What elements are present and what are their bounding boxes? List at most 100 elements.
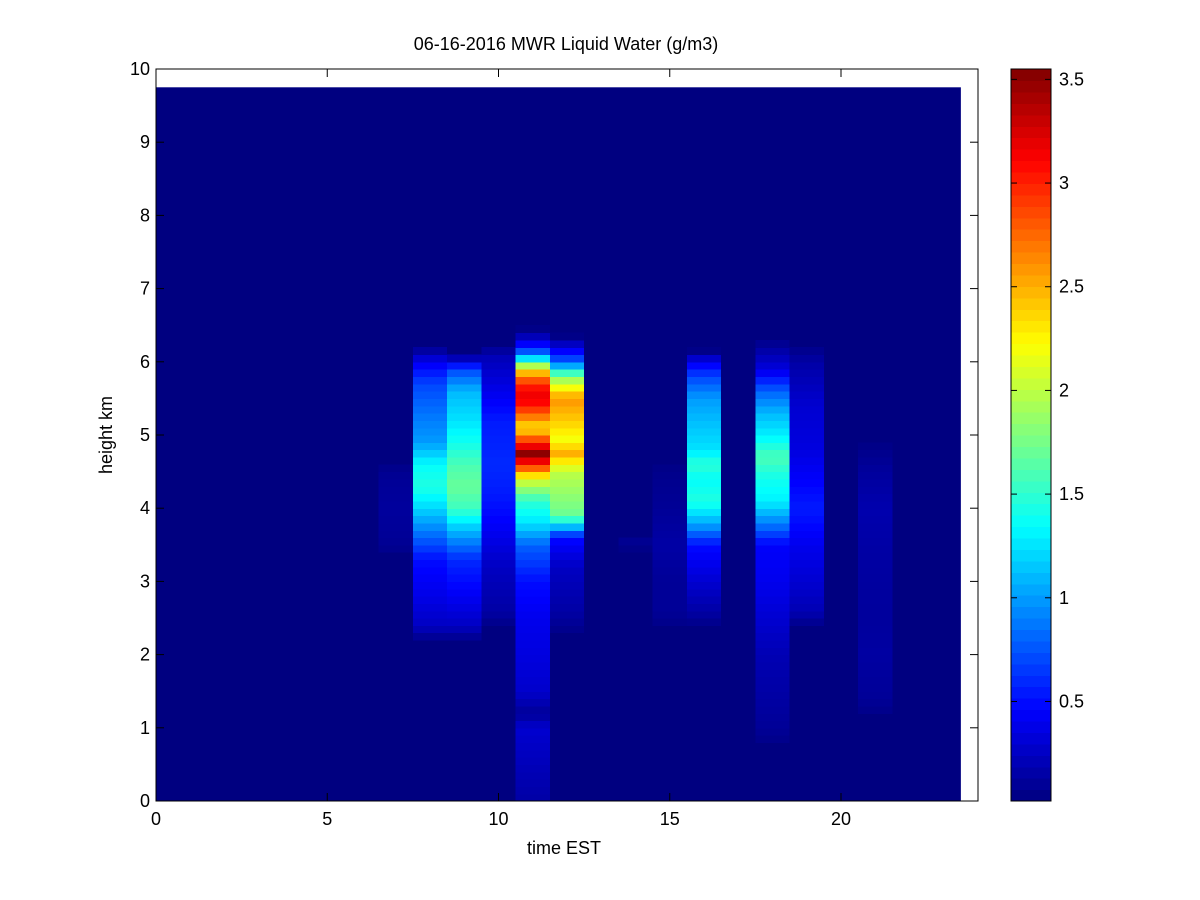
heatmap-cell [652,610,687,619]
heatmap-cell [755,544,790,553]
heatmap-cell [412,500,448,509]
heatmap-cell [447,420,482,429]
y-tick-label: 10 [130,59,150,79]
heatmap-cell [481,515,516,524]
axis-ticks: 0 5 10 15 20 0 1 2 3 4 5 6 7 8 9 10 [130,59,978,829]
heatmap-cell [686,581,722,590]
colorbar-step [1011,686,1051,699]
heatmap-cell [447,596,482,604]
colorbar-step [1011,549,1051,562]
colorbar-step [1011,263,1051,276]
heatmap-cell [515,771,550,780]
heatmap-cell [652,537,687,546]
heatmap-cell [515,603,550,612]
heatmap-cell [755,625,790,634]
colorbar-tick-label: 2.5 [1059,277,1084,297]
heatmap-cell [447,478,482,487]
x-tick-label: 10 [488,809,508,829]
heatmap-cell [549,383,585,392]
heatmap-cell [686,486,722,495]
colorbar-step [1011,114,1051,127]
heatmap-cell [858,596,893,604]
heatmap-cell [789,552,824,561]
colorbar-step [1011,160,1051,173]
colorbar-step [1011,332,1051,345]
heatmap-cell [481,449,516,458]
heatmap-cell [858,625,893,634]
y-tick-label: 3 [140,571,150,591]
heatmap-cell [412,420,448,429]
heatmap-cell [755,493,790,502]
heatmap-cell [789,566,824,575]
heatmap-cell [686,552,722,561]
heatmap-cell [652,486,687,495]
heatmap-cell [858,574,893,582]
colorbar-step [1011,103,1051,116]
heatmap-cell [686,603,722,612]
heatmap-cell [412,544,448,553]
heatmap-cell [549,625,585,634]
colorbar-step [1011,274,1051,287]
heatmap-cell [447,383,482,392]
heatmap-cell [755,435,790,443]
heatmap-cell [481,361,516,370]
heatmap-cell [481,456,516,465]
heatmap-cell [755,705,790,714]
heatmap-cell [755,478,790,487]
heatmap-cell [447,574,482,582]
heatmap-cell [858,500,893,509]
heatmap-cell [515,500,550,509]
heatmap-cell [447,559,482,568]
heatmap-cell [618,537,653,546]
heatmap-cell [549,332,585,341]
heatmap-cell [412,493,448,502]
heatmap-cell [549,420,585,429]
heatmap-cell [515,354,550,363]
heatmap-cell [515,369,550,378]
colorbar-step [1011,435,1051,448]
heatmap-cell [447,508,482,517]
heatmap-cell [686,347,722,356]
heatmap-cell [549,398,585,407]
heatmap-cell [481,464,516,473]
heatmap-cell [481,559,516,568]
colorbar-step [1011,709,1051,722]
heatmap-cell [549,500,585,509]
heatmap-cell [515,654,550,663]
heatmap-cell [481,413,516,421]
heatmap-cell [686,500,722,509]
heatmap-cell [515,676,550,685]
heatmap-cell [755,588,790,597]
heatmap-cell [858,683,893,692]
heatmap-cell [481,398,516,407]
heatmap-cell [447,515,482,524]
colorbar-step [1011,583,1051,596]
heatmap-cell [481,610,516,619]
heatmap-cell [412,464,448,473]
heatmap-cell [447,354,482,363]
heatmap-cell [481,588,516,597]
heatmap-cell [412,603,448,612]
heatmap-cell [515,332,550,341]
colorbar-step [1011,755,1051,768]
colorbar-step [1011,480,1051,493]
colorbar-step [1011,492,1051,505]
colorbar-step [1011,297,1051,310]
y-tick-label: 1 [140,718,150,738]
heatmap-cell [447,618,482,626]
heatmap-cell [686,464,722,473]
heatmap-cell [652,515,687,524]
heatmap-cell [515,420,550,429]
colorbar-step [1011,206,1051,219]
heatmap-cell [515,786,550,795]
heatmap-cell [549,391,585,399]
heatmap-cell [789,603,824,612]
heatmap-cell [481,537,516,546]
heatmap-cell [412,610,448,619]
heatmap-cell [858,618,893,626]
colorbar-step [1011,766,1051,779]
heatmap-cell [549,544,585,553]
heatmap-cell [858,471,893,480]
heatmap-cell [378,464,413,473]
heatmap-cell [789,369,824,378]
